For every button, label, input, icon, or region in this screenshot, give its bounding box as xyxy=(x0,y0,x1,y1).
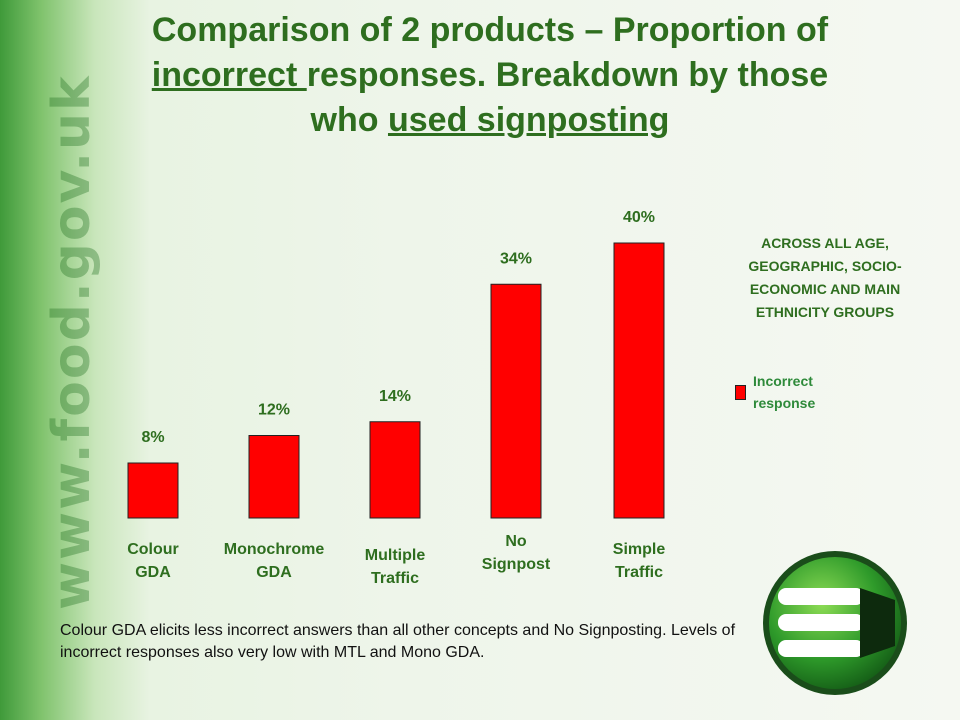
category-label-1-line-0: Monochrome xyxy=(224,541,325,558)
summary-caption: Colour GDA elicits less incorrect answer… xyxy=(60,622,736,661)
bar-3 xyxy=(490,283,542,519)
category-label-1-line-1: GDA xyxy=(256,564,292,581)
bar-1 xyxy=(248,435,300,519)
bar-0 xyxy=(127,462,179,519)
category-label-0-line-0: Colour xyxy=(127,541,179,558)
value-label-0: 8% xyxy=(141,429,164,446)
bar-4 xyxy=(613,242,665,519)
page-title: Comparison of 2 products – Proportion of… xyxy=(40,8,940,143)
category-label-2-line-0: Multiple xyxy=(365,547,426,564)
category-label-3-line-1: Signpost xyxy=(482,556,551,573)
bar-2 xyxy=(369,421,421,519)
legend-swatch xyxy=(735,385,746,400)
category-label-4-line-0: Simple xyxy=(613,541,666,558)
title-underlined-phrase: used signposting xyxy=(387,101,670,139)
value-label-3: 34% xyxy=(500,250,532,267)
value-label-4: 40% xyxy=(623,209,655,226)
population-note: ACROSS ALL AGE, GEOGRAPHIC, SOCIO-ECONOM… xyxy=(748,235,902,320)
value-label-1: 12% xyxy=(258,402,290,419)
title-underlined-word: incorrect xyxy=(151,56,307,94)
title-line-2: responses. Breakdown by those xyxy=(306,56,829,94)
fsa-fork-logo xyxy=(763,551,907,695)
title-line-3-prefix: who xyxy=(310,101,388,139)
category-label-4-line-1: Traffic xyxy=(615,564,663,581)
legend-label: Incorrect response xyxy=(753,373,816,411)
value-label-2: 14% xyxy=(379,388,411,405)
title-line-1: Comparison of 2 products – Proportion of xyxy=(151,11,829,49)
category-label-0-line-1: GDA xyxy=(135,564,171,581)
category-label-2-line-1: Traffic xyxy=(371,570,419,587)
chart-legend: Incorrect response xyxy=(735,370,875,416)
category-label-3-line-0: No xyxy=(505,533,527,550)
